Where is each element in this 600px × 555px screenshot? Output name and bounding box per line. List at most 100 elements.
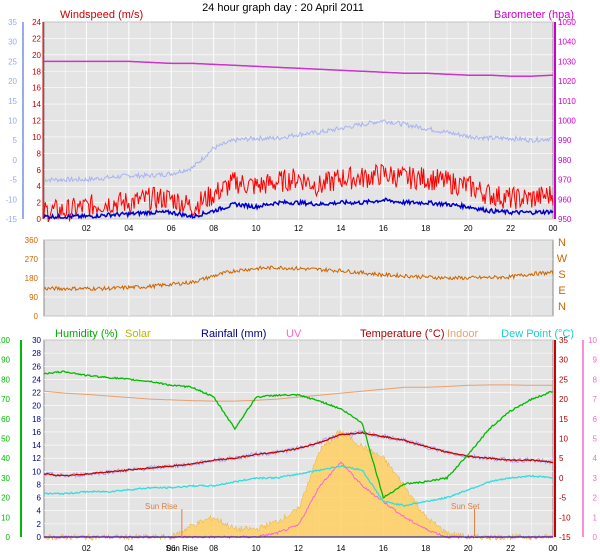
dir-tick: 0 <box>34 312 39 321</box>
x-tick-label: 06 <box>167 544 176 553</box>
temp-tick: -15 <box>559 533 571 542</box>
x-tick-label: 22 <box>506 224 515 233</box>
x-axis-labels-1: 02 04 06 08 10 12 14 16 18 20 22 00 <box>82 224 558 233</box>
x-tick-label: 08 <box>209 544 218 553</box>
wind-tick: 8 <box>37 149 42 158</box>
baro-tick: 980 <box>558 156 572 165</box>
axis-ticks-1: 024681012141618202224-15-10-505101520253… <box>5 18 576 224</box>
rain-tick: 26 <box>32 362 41 371</box>
sun-rise-label: Sun Rise <box>145 502 178 511</box>
series-indoor <box>43 384 553 402</box>
wind-tick: 14 <box>32 100 41 109</box>
temp-tick: 5 <box>559 454 564 463</box>
humidity-tick: 30 <box>1 474 10 483</box>
x-tick-label: 06 <box>167 224 176 233</box>
windspeed-label: Windspeed (m/s) <box>60 9 143 21</box>
humidity-tick: 80 <box>1 375 10 384</box>
solar-label: Solar <box>125 328 151 340</box>
temp-tick: 20 <box>559 395 568 404</box>
temp-tick: 25 <box>559 375 568 384</box>
x-tick-label: 22 <box>506 544 515 553</box>
indoor-label: Indoor <box>447 328 479 340</box>
series-1 <box>43 60 554 223</box>
baro-tick: 960 <box>558 195 572 204</box>
series-temperature <box>43 431 554 477</box>
temp-tick: 0 <box>559 474 564 483</box>
x-tick-label: 18 <box>421 224 430 233</box>
series-3 <box>43 370 554 542</box>
humidity-tick: 0 <box>6 533 11 542</box>
x-tick-label: 20 <box>464 544 473 553</box>
axis-ticks-2: 0 90 180 270 360 <box>25 236 39 321</box>
outer-tick: 30 <box>8 38 17 47</box>
compass-point: W <box>557 253 568 265</box>
rainfall-label: Rainfall (mm) <box>201 328 266 340</box>
dir-tick: 270 <box>25 255 39 264</box>
humidity-tick: 100 <box>0 336 11 345</box>
grid-3 <box>44 339 553 538</box>
x-tick-label: 14 <box>336 224 345 233</box>
wind-tick: 6 <box>37 166 42 175</box>
compass-point: N <box>558 301 566 313</box>
humidity-tick: 10 <box>1 513 10 522</box>
uv-tick: 8 <box>593 375 598 384</box>
dewpoint-label: Dew Point (°C) <box>501 328 574 340</box>
rain-tick: 28 <box>32 349 41 358</box>
axis-ticks-3: 0102030405060708090100024681012141618202… <box>0 336 598 542</box>
baro-tick: 1010 <box>558 97 576 106</box>
temp-tick: -5 <box>559 494 567 503</box>
uv-tick: 2 <box>593 494 598 503</box>
wind-tick: 0 <box>37 215 42 224</box>
baro-tick: 990 <box>558 136 572 145</box>
series-wind-direction <box>43 265 554 292</box>
outer-tick: 10 <box>8 117 17 126</box>
x-tick-label: 08 <box>209 224 218 233</box>
rain-tick: 20 <box>32 402 41 411</box>
outer-tick: 35 <box>8 18 17 27</box>
chart-title: 24 hour graph day : 20 April 2011 <box>202 2 364 14</box>
baro-tick: 1020 <box>558 77 576 86</box>
outer-tick: -5 <box>10 176 18 185</box>
uv-tick: 10 <box>588 336 597 345</box>
rain-tick: 4 <box>37 507 42 516</box>
rain-tick: 10 <box>32 467 41 476</box>
panel-wind-baro: Windspeed (m/s) Barometer (hpa) 02468101… <box>5 9 576 233</box>
baro-tick: 1050 <box>558 18 576 27</box>
series-barometer <box>44 60 553 77</box>
series-average <box>43 197 554 220</box>
series-2 <box>43 265 554 292</box>
uv-tick: 0 <box>593 533 598 542</box>
baro-tick: 1000 <box>558 117 576 126</box>
x-tick-label: 12 <box>294 544 303 553</box>
uv-tick: 9 <box>593 356 598 365</box>
wind-tick: 18 <box>32 67 41 76</box>
uv-tick: 5 <box>593 435 598 444</box>
temp-tick: 35 <box>559 336 568 345</box>
outer-tick: 25 <box>8 57 17 66</box>
outer-tick: -15 <box>5 215 17 224</box>
rain-tick: 2 <box>37 520 42 529</box>
wind-tick: 24 <box>32 18 41 27</box>
humidity-label: Humidity (%) <box>55 328 118 340</box>
wind-tick: 4 <box>37 182 42 191</box>
rain-tick: 16 <box>32 428 41 437</box>
outer-tick: 0 <box>13 156 18 165</box>
x-tick-label: 20 <box>464 224 473 233</box>
wind-tick: 22 <box>32 34 41 43</box>
uv-tick: 1 <box>593 513 598 522</box>
x-tick-label: 16 <box>379 544 388 553</box>
barometer-label: Barometer (hpa) <box>494 9 574 21</box>
outer-tick: 5 <box>13 136 18 145</box>
uv-tick: 7 <box>593 395 598 404</box>
dir-tick: 90 <box>29 293 38 302</box>
x-tick-label: 02 <box>82 224 91 233</box>
wind-tick: 16 <box>32 84 41 93</box>
uv-tick: 4 <box>593 454 598 463</box>
humidity-tick: 40 <box>1 454 10 463</box>
sun-rise-axis-label: Sun Rise <box>166 544 199 553</box>
series-dewpoint <box>43 465 554 508</box>
